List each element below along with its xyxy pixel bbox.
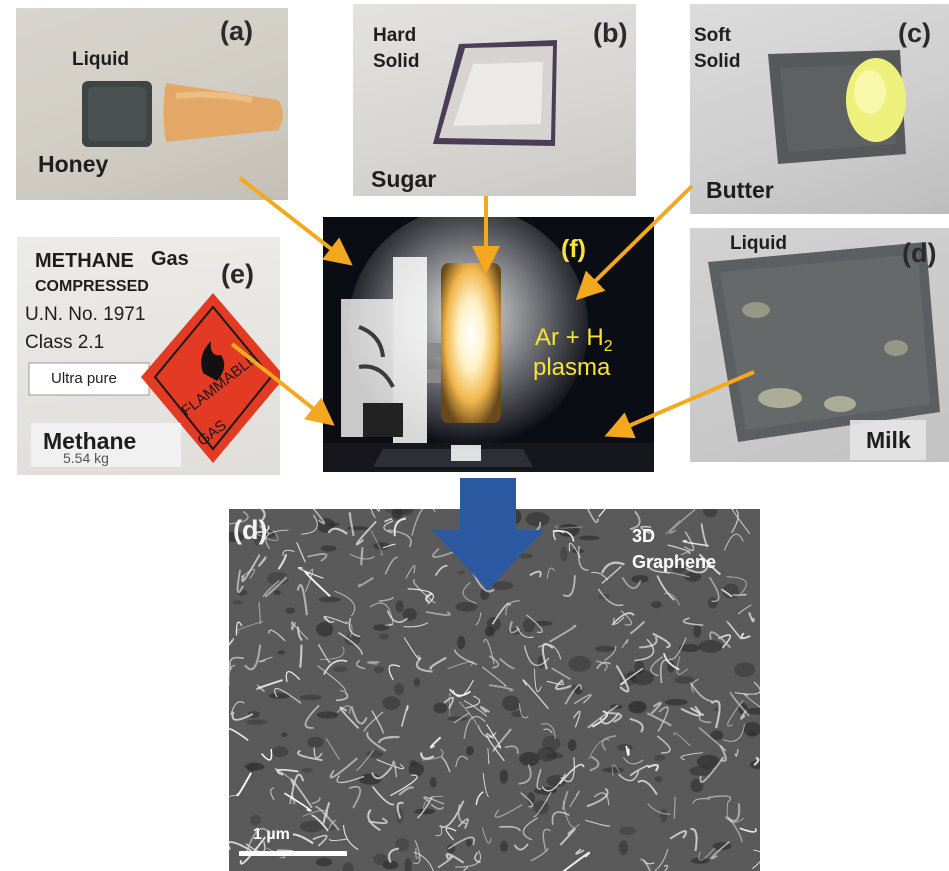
panel-plasma-reactor: (f) Ar + H2 plasma bbox=[323, 217, 654, 472]
purity-box bbox=[28, 362, 150, 396]
sugar-name-label: Sugar bbox=[371, 166, 437, 192]
panel-a-letter: (a) bbox=[220, 16, 253, 46]
panel-graphene-sem: (d) 3D Graphene 1 µm bbox=[229, 509, 760, 871]
butter-name-label: Butter bbox=[706, 177, 774, 203]
butter-state-line2: Solid bbox=[694, 51, 741, 72]
graphene-sem-image bbox=[229, 509, 760, 871]
plasma-gas-label: Ar + H2 bbox=[535, 325, 613, 356]
sugar-state-line2: Solid bbox=[373, 51, 420, 72]
panel-d-top-letter: (d) bbox=[902, 238, 937, 268]
plasma-gas-subscript: 2 bbox=[603, 337, 613, 355]
sugar-state-line1: Hard bbox=[373, 25, 417, 46]
panel-b-letter: (b) bbox=[593, 18, 628, 48]
un-number-text: U.N. No. 1971 bbox=[25, 304, 146, 325]
panel-e-letter: (e) bbox=[221, 259, 254, 289]
weight-text: 5.54 kg bbox=[63, 450, 109, 466]
class-text: Class 2.1 bbox=[25, 332, 105, 353]
honey-photo bbox=[82, 81, 283, 147]
sugar-photo bbox=[433, 40, 557, 146]
panel-butter: (c) Soft Solid Butter bbox=[690, 4, 949, 214]
honey-stick bbox=[163, 83, 283, 142]
reactor-photo bbox=[323, 217, 654, 472]
graphene-label-line1: 3D bbox=[632, 526, 656, 546]
flame-icon bbox=[201, 341, 225, 381]
plasma-chamber bbox=[441, 263, 501, 423]
graphene-label-line2: Graphene bbox=[632, 552, 717, 572]
plasma-gas-ar: Ar + H bbox=[535, 324, 604, 351]
panel-honey: (a) Liquid Honey bbox=[16, 8, 288, 200]
purity-text: Ultra pure bbox=[51, 370, 117, 387]
honey-state-label: Liquid bbox=[72, 49, 129, 70]
methane-header-text: METHANE bbox=[35, 250, 134, 272]
methane-name-label: Methane bbox=[43, 428, 137, 454]
panel-methane: (e) METHANE Gas COMPRESSED U.N. No. 1971… bbox=[17, 237, 280, 475]
milk-name-label: Milk bbox=[866, 427, 911, 453]
butter-photo bbox=[768, 50, 906, 164]
scale-bar-label: 1 µm bbox=[253, 826, 290, 843]
plasma-label: plasma bbox=[533, 354, 611, 381]
panel-sugar: (b) Hard Solid Sugar bbox=[353, 4, 636, 196]
milk-state-label: Liquid bbox=[730, 233, 787, 254]
panel-c-letter: (c) bbox=[898, 18, 931, 48]
compressed-text: COMPRESSED bbox=[35, 278, 149, 295]
honey-name-label: Honey bbox=[38, 151, 109, 177]
milk-photo bbox=[708, 242, 940, 460]
panel-f-letter: (f) bbox=[561, 235, 586, 263]
scale-bar bbox=[239, 851, 347, 856]
butter-state-line1: Soft bbox=[694, 25, 731, 46]
panel-milk: (d) Liquid Milk bbox=[690, 228, 949, 462]
panel-d-bottom-letter: (d) bbox=[233, 515, 268, 545]
methane-state-label: Gas bbox=[151, 248, 189, 270]
